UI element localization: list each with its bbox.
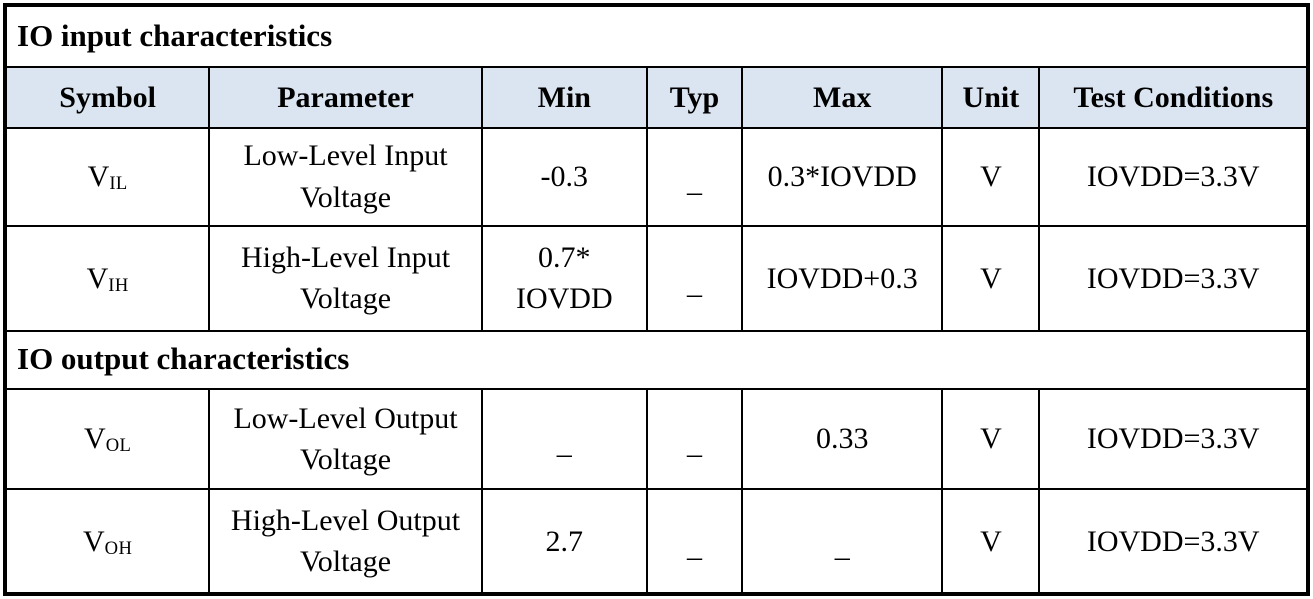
column-header-parameter: Parameter [208, 66, 483, 129]
test-conditions-cell: IOVDD=3.3V [1038, 126, 1309, 228]
typ-cell: _ [645, 387, 744, 491]
test-conditions-cell: IOVDD=3.3V [1038, 387, 1309, 491]
symbol-base: V [87, 160, 110, 194]
column-header-test-conditions: Test Conditions [1038, 66, 1309, 129]
section-title-io-input: IO input characteristics [4, 3, 1309, 69]
table-row-vil: VIL Low-Level Input Voltage -0.3 _ 0.3*I… [3, 126, 1309, 228]
unit-cell: V [941, 225, 1041, 332]
symbol-subscript: IH [108, 274, 129, 296]
max-cell: 0.3*IOVDD [741, 126, 944, 228]
symbol-base: V [84, 422, 106, 456]
parameter-cell: High-Level Input Voltage [208, 225, 483, 332]
column-header-unit: Unit [941, 66, 1041, 129]
min-cell: -0.3 [480, 126, 648, 228]
min-cell: _ [480, 387, 648, 491]
test-conditions-cell: IOVDD=3.3V [1038, 488, 1309, 595]
min-cell: 2.7 [480, 488, 648, 595]
symbol-cell-vih: VIH [3, 225, 211, 332]
symbol-cell-vil: VIL [3, 126, 211, 228]
symbol-subscript: OL [105, 435, 132, 457]
section-title-io-output: IO output characteristics [4, 329, 1309, 390]
unit-cell: V [941, 387, 1041, 491]
parameter-cell: Low-Level Input Voltage [208, 126, 483, 228]
symbol-subscript: OH [104, 537, 133, 559]
test-conditions-cell: IOVDD=3.3V [1038, 225, 1309, 332]
max-cell: 0.33 [741, 387, 944, 491]
parameter-cell: High-Level Output Voltage [208, 488, 483, 595]
io-characteristics-table: IO input characteristics Symbol Paramete… [3, 3, 1310, 596]
symbol-cell-voh: VOH [3, 488, 211, 595]
symbol-base: V [83, 524, 105, 558]
max-cell: IOVDD+0.3 [741, 225, 944, 332]
table-header-row: Symbol Parameter Min Typ Max Unit Test C… [3, 66, 1309, 129]
parameter-cell: Low-Level Output Voltage [208, 387, 483, 491]
symbol-base: V [86, 261, 109, 295]
symbol-subscript: IL [109, 172, 128, 194]
section-row-io-output: IO output characteristics [4, 329, 1309, 390]
min-cell: 0.7* IOVDD [480, 225, 648, 332]
unit-cell: V [941, 126, 1041, 228]
column-header-typ: Typ [645, 66, 744, 129]
typ-cell: _ [645, 225, 744, 332]
unit-cell: V [941, 488, 1041, 595]
typ-cell: _ [645, 488, 744, 595]
table-row-vih: VIH High-Level Input Voltage 0.7* IOVDD … [3, 225, 1309, 332]
section-row-io-input: IO input characteristics [4, 3, 1309, 69]
column-header-min: Min [480, 66, 648, 129]
column-header-symbol: Symbol [3, 66, 211, 129]
column-header-max: Max [741, 66, 944, 129]
max-cell: _ [741, 488, 944, 595]
symbol-cell-vol: VOL [3, 387, 211, 491]
table-row-vol: VOL Low-Level Output Voltage _ _ 0.33 V … [3, 387, 1309, 491]
table-row-voh: VOH High-Level Output Voltage 2.7 _ _ V … [3, 488, 1309, 595]
typ-cell: _ [645, 126, 744, 228]
